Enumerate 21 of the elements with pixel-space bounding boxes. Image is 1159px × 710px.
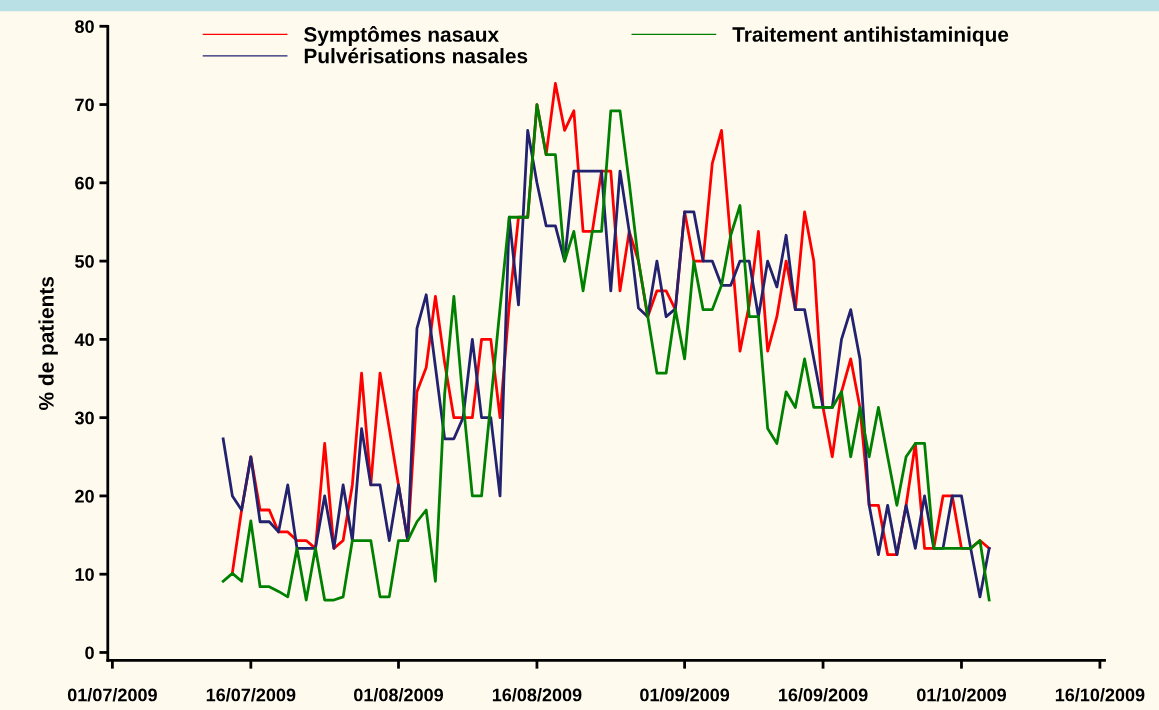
y-tick-label: 70 [75, 98, 94, 112]
y-tick-label: 10 [75, 568, 94, 581]
x-tick-label: 16/07/2009 [206, 688, 296, 702]
y-tick-label: 20 [75, 489, 94, 503]
y-axis-title: % de patients [38, 276, 58, 410]
x-tick-label: 01/07/2009 [67, 688, 157, 702]
x-tick-label: 01/09/2009 [640, 688, 730, 702]
y-tick-label: 0 [85, 646, 94, 660]
x-tick-label: 16/08/2009 [492, 688, 582, 702]
y-tick-label: 30 [74, 411, 94, 425]
x-tick-label: 16/10/2009 [1055, 688, 1145, 702]
x-tick-label: 01/10/2009 [917, 688, 1006, 702]
y-tick-label: 50 [75, 255, 94, 268]
y-tick-label: 40 [74, 333, 94, 347]
x-tick-label: 16/09/2009 [779, 688, 868, 702]
legend-label: Symptômes nasaux [304, 26, 499, 46]
x-tick-label: 01/08/2009 [354, 688, 444, 702]
legend-label: Traitement antihistaminique [732, 26, 1009, 46]
y-tick-label: 80 [75, 20, 94, 33]
y-tick-label: 60 [75, 176, 94, 190]
legend-label: Pulvérisations nasales [304, 47, 528, 64]
